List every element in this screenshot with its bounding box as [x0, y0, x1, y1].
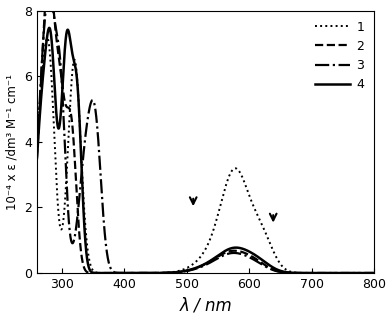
4	[164, 271, 169, 275]
Line: 4: 4	[37, 28, 374, 273]
Line: 1: 1	[37, 38, 374, 273]
1	[164, 271, 169, 275]
4	[372, 271, 377, 275]
1	[93, 270, 98, 274]
2	[73, 172, 78, 176]
3	[372, 271, 377, 275]
2	[366, 271, 370, 275]
3	[34, 149, 39, 153]
2	[372, 271, 377, 275]
1	[34, 137, 39, 141]
4	[366, 271, 370, 275]
Line: 2: 2	[37, 0, 374, 273]
2	[34, 156, 39, 159]
3	[164, 271, 169, 275]
4	[34, 156, 39, 160]
4	[93, 271, 98, 275]
2	[93, 271, 98, 275]
3	[179, 270, 183, 274]
Line: 3: 3	[37, 0, 374, 273]
2	[179, 270, 183, 274]
X-axis label: λ / nm: λ / nm	[179, 296, 232, 315]
Y-axis label: 10⁻⁴ x ε /dm³ M⁻¹ cm⁻¹: 10⁻⁴ x ε /dm³ M⁻¹ cm⁻¹	[5, 74, 18, 210]
2	[329, 271, 334, 275]
3	[329, 271, 334, 275]
1	[73, 61, 78, 65]
4	[47, 26, 52, 30]
3	[73, 230, 78, 234]
4	[73, 66, 78, 70]
4	[179, 270, 183, 274]
1	[329, 271, 334, 275]
1	[366, 271, 370, 275]
Legend: 1, 2, 3, 4: 1, 2, 3, 4	[312, 17, 368, 95]
1	[179, 268, 183, 272]
4	[329, 271, 334, 275]
3	[366, 271, 370, 275]
1	[372, 271, 377, 275]
1	[45, 36, 49, 40]
2	[164, 271, 169, 275]
3	[93, 109, 98, 113]
